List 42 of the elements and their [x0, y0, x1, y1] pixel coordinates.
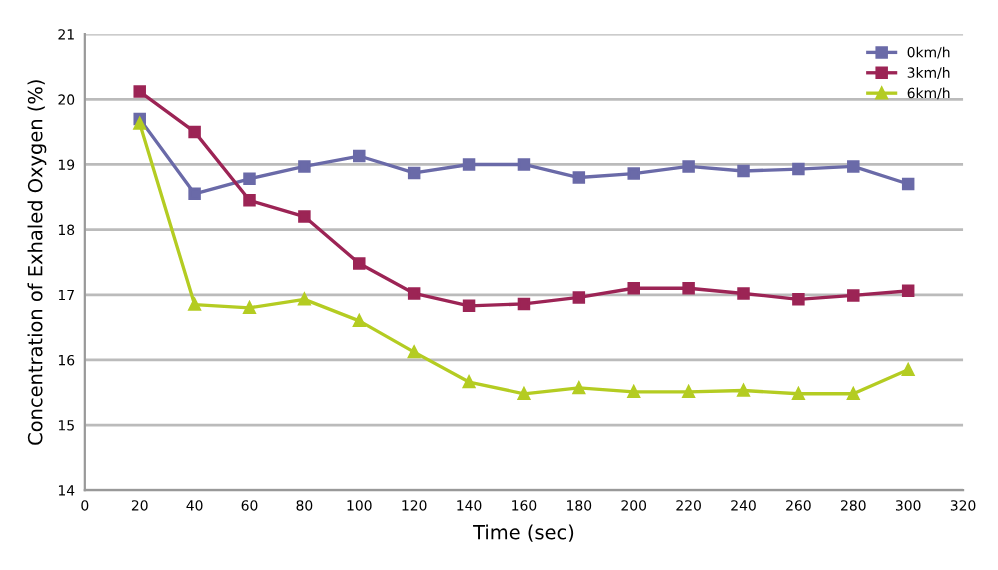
point	[133, 85, 146, 98]
point	[847, 289, 860, 302]
point	[847, 160, 860, 173]
point	[188, 187, 201, 201]
point	[243, 194, 256, 207]
point	[572, 171, 586, 184]
point	[682, 160, 695, 173]
point	[901, 177, 915, 191]
point	[407, 345, 421, 359]
point	[407, 287, 421, 300]
point	[353, 314, 366, 328]
point	[188, 125, 201, 139]
point	[792, 293, 805, 306]
point	[792, 162, 805, 176]
point	[353, 149, 366, 163]
point	[901, 363, 915, 376]
point	[847, 387, 860, 401]
point	[682, 385, 695, 399]
point	[243, 301, 256, 315]
point	[572, 291, 586, 304]
point	[792, 387, 805, 401]
point	[517, 387, 531, 401]
x-axis-title: Time (sec)	[473, 524, 574, 542]
point	[627, 167, 640, 180]
point	[737, 287, 750, 300]
point	[572, 381, 586, 395]
point	[737, 164, 750, 178]
point	[462, 375, 476, 389]
point	[627, 282, 640, 295]
point	[901, 284, 915, 298]
point	[407, 166, 421, 180]
point	[353, 257, 366, 270]
point	[517, 158, 531, 171]
point	[517, 297, 531, 311]
y-axis-title: Concentration of Exhaled Oxygen (%)	[27, 80, 47, 445]
point	[682, 282, 695, 295]
point	[462, 158, 476, 171]
point	[298, 160, 311, 173]
point	[462, 299, 476, 313]
point	[243, 172, 256, 186]
point	[627, 385, 640, 399]
point	[298, 210, 311, 223]
